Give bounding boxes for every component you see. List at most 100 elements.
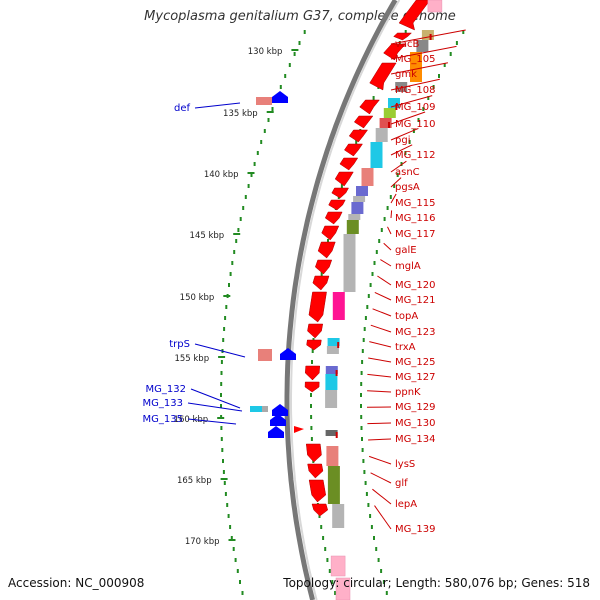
scale-tick-label: 165 kbp — [177, 476, 212, 486]
label-leader-line — [187, 402, 243, 412]
ring-dot — [385, 591, 388, 595]
ring-dot — [310, 426, 313, 430]
ring-dot — [239, 217, 242, 221]
label-leader-line — [377, 275, 392, 286]
label-leader-line — [190, 388, 241, 409]
ring-dot — [360, 415, 363, 419]
ring-dot — [371, 272, 374, 276]
forward-gene-arrow — [344, 143, 363, 157]
ring-dot — [233, 250, 236, 254]
ring-dot — [223, 481, 226, 485]
ring-dot — [221, 448, 224, 452]
ring-dot — [408, 140, 411, 144]
category-band-mark — [337, 342, 340, 348]
gene-block — [335, 577, 351, 600]
gene-label-ppnk: ppnK — [395, 387, 421, 398]
ring-dot — [396, 173, 399, 177]
ring-dot — [386, 206, 389, 210]
ring-dot — [422, 107, 425, 111]
ring-dot — [362, 338, 365, 342]
ring-dot — [220, 426, 223, 430]
label-leader-line — [390, 95, 433, 108]
ring-dot — [226, 503, 229, 507]
ring-dot — [223, 327, 226, 331]
ring-dot — [366, 305, 369, 309]
forward-gene-arrow — [383, 43, 407, 61]
label-leader-line — [374, 505, 392, 530]
ring-dot — [380, 228, 383, 232]
ring-dot — [229, 525, 232, 529]
ring-dot — [367, 294, 370, 298]
label-leader-line — [194, 102, 241, 109]
gene-label-mg-139: MG_139 — [395, 524, 435, 535]
scale-tick — [228, 539, 236, 541]
category-band — [416, 40, 429, 52]
label-leader-line — [390, 127, 419, 141]
reverse-gene-arrow — [272, 91, 288, 103]
ring-dot — [220, 404, 222, 408]
forward-gene-arrow — [393, 32, 413, 41]
gene-label-mg-125: MG_125 — [395, 357, 435, 368]
label-leader-line — [390, 45, 457, 60]
reverse-gene-arrow — [270, 414, 286, 426]
gene-label-topa: topA — [395, 311, 418, 322]
ring-dot — [220, 437, 223, 441]
label-leader-line — [368, 438, 392, 441]
ring-dot — [235, 239, 238, 243]
category-band — [332, 292, 345, 320]
label-leader-line — [390, 177, 402, 188]
ring-dot — [369, 283, 372, 287]
gene-label-mg-116: MG_116 — [395, 213, 435, 224]
gene-label-mg-132: MG_132 — [146, 384, 186, 395]
ring-dot — [288, 63, 291, 67]
ring-dot — [222, 338, 225, 342]
category-band — [375, 128, 388, 142]
gene-label-mg-120: MG_120 — [395, 280, 435, 291]
ring-dot — [328, 569, 331, 573]
ring-dot — [427, 96, 430, 100]
gene-label-vacb: vacB — [395, 39, 420, 50]
category-band — [379, 118, 392, 128]
scale-tick-label: 140 kbp — [204, 170, 239, 180]
ring-dot — [361, 448, 364, 452]
gene-label-asnc: asnC — [395, 167, 420, 178]
label-leader-line — [390, 29, 466, 45]
category-band — [262, 406, 268, 412]
label-leader-line — [390, 210, 393, 219]
reverse-gene-arrow — [268, 426, 284, 438]
forward-gene-arrow — [348, 129, 369, 143]
ring-dot — [241, 591, 244, 595]
label-leader-line — [383, 242, 392, 251]
backbone-highlight — [290, 0, 401, 600]
category-band — [361, 168, 374, 186]
ring-dot — [284, 74, 287, 78]
ring-dot — [363, 327, 366, 331]
label-leader-line — [372, 488, 392, 505]
ring-dot — [360, 404, 362, 408]
category-band — [325, 374, 338, 390]
gene-label-mgla: mglA — [395, 261, 421, 272]
label-leader-line — [390, 62, 448, 75]
scale-tick — [291, 49, 299, 51]
ring-dot — [225, 305, 228, 309]
ring-dot — [267, 118, 270, 122]
ring-dot — [298, 41, 301, 45]
gene-label-mg-133: MG_133 — [143, 398, 183, 409]
gene-label-trxa: trxA — [395, 342, 416, 353]
scale-tick-label: 150 kbp — [180, 293, 215, 303]
ring-dot — [331, 580, 334, 584]
category-band — [250, 406, 262, 412]
category-band-mark — [335, 370, 338, 376]
label-leader-line — [367, 422, 392, 425]
ring-dot — [244, 195, 247, 199]
ring-dot — [449, 52, 452, 56]
scale-tick — [223, 295, 231, 297]
ring-dot — [372, 96, 375, 100]
ring-dot — [400, 162, 403, 166]
ring-dot — [382, 580, 385, 584]
forward-gene-arrow — [339, 157, 359, 171]
forward-gene-arrow — [334, 171, 354, 187]
ring-dot — [327, 239, 329, 243]
gene-label-mg-129: MG_129 — [395, 402, 435, 413]
gene-label-mg-134: MG_134 — [395, 434, 435, 445]
